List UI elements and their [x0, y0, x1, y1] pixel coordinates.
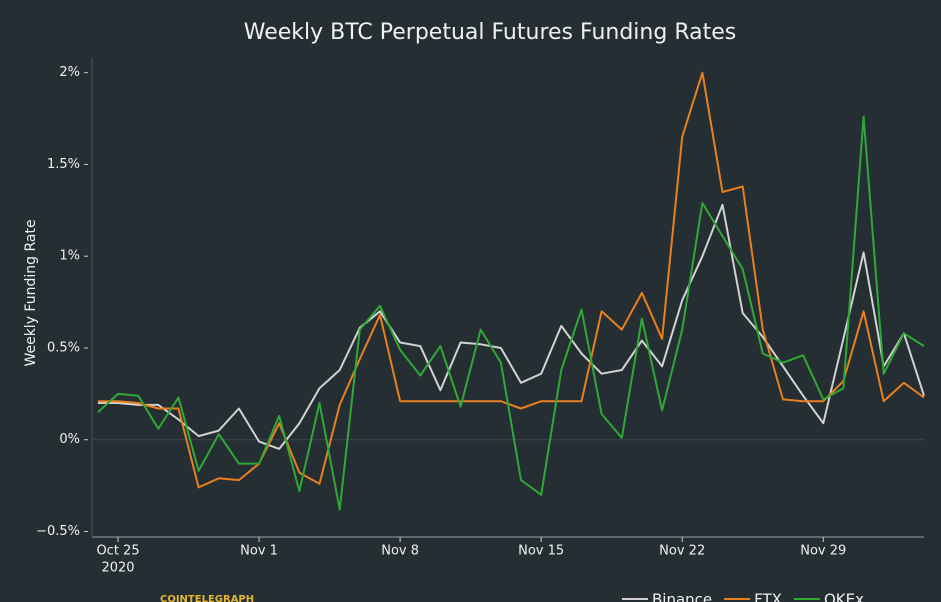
series-line: [97, 115, 925, 511]
x-year-label: 2020: [101, 561, 134, 576]
series-line: [97, 71, 925, 489]
x-tick-label: Nov 15: [518, 544, 564, 559]
y-tick-label: 1.5%: [47, 157, 80, 172]
y-tick-label: 0.5%: [47, 340, 80, 355]
x-tick-label: Oct 25: [96, 544, 139, 559]
legend-label: FTX: [754, 591, 782, 602]
x-tick-label: Nov 29: [800, 544, 846, 559]
y-tick-label: 0%: [59, 432, 80, 447]
x-tick-label: Nov 22: [659, 544, 705, 559]
y-tick-label: 2%: [59, 65, 80, 80]
legend-label: Binance: [652, 591, 712, 602]
x-tick-label: Nov 8: [381, 544, 419, 559]
x-tick-label: Nov 1: [240, 544, 278, 559]
series-line: [97, 203, 925, 450]
watermark: COINTELEGRAPH: [160, 594, 254, 602]
y-tick-label: −0.5%: [36, 524, 80, 539]
y-axis-label: Weekly Funding Rate: [23, 219, 39, 366]
legend-label: OKEx: [824, 591, 864, 602]
y-tick-label: 1%: [59, 249, 80, 264]
chart-title: Weekly BTC Perpetual Futures Funding Rat…: [244, 20, 736, 45]
